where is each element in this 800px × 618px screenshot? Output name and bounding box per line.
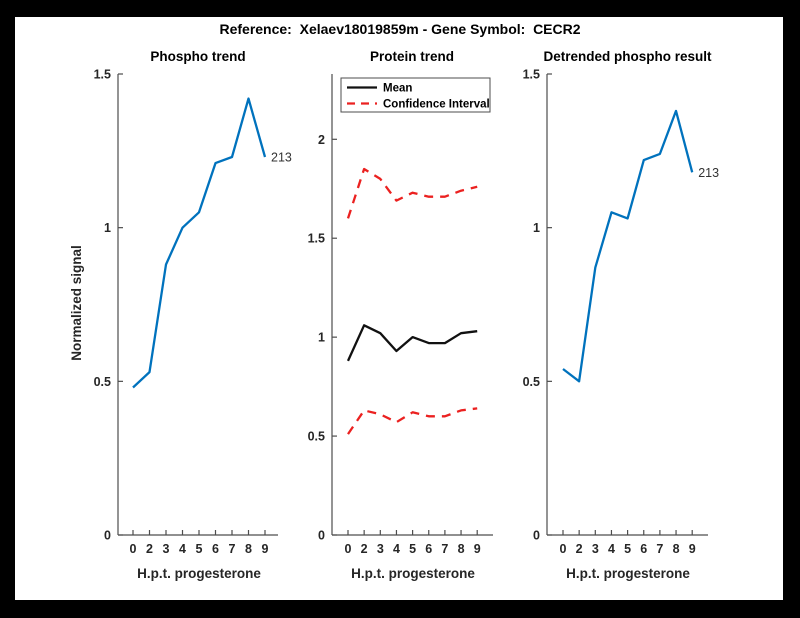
subplot-title-detrended-phospho: Detrended phospho result: [543, 49, 712, 64]
x-tick-label: 9: [262, 542, 269, 556]
series-line-confidence-interval-upper: [346, 167, 478, 219]
subplot-title-phospho-trend: Phospho trend: [150, 49, 246, 64]
y-tick-label: 0: [318, 529, 325, 543]
x-tick-label: 8: [245, 542, 252, 556]
x-tick-label: 2: [576, 542, 583, 556]
series-line-phospho-signal: [132, 97, 267, 389]
figure-title: Reference: Xelaev18019859m - Gene Symbol…: [219, 21, 581, 37]
series-line-detrended-phospho-signal: [562, 109, 694, 383]
y-tick-label: 0.5: [308, 430, 325, 444]
x-tick-label: 2: [361, 542, 368, 556]
series-end-label: 213: [271, 150, 292, 164]
x-tick-label: 8: [458, 542, 465, 556]
x-tick-label: 9: [474, 542, 481, 556]
x-tick-label: 0: [560, 542, 567, 556]
x-tick-label: 3: [592, 542, 599, 556]
x-tick-label: 3: [377, 542, 384, 556]
y-tick-label: 1: [104, 221, 111, 235]
x-axis-label-phospho: H.p.t. progesterone: [137, 566, 261, 581]
x-axis-label-detrended: H.p.t. progesterone: [566, 566, 690, 581]
x-tick-label: 6: [212, 542, 219, 556]
x-tick-label: 9: [689, 542, 696, 556]
x-tick-label: 3: [163, 542, 170, 556]
legend-label: Confidence Interval: [383, 99, 490, 111]
x-tick-label: 2: [146, 542, 153, 556]
x-tick-label: 8: [673, 542, 680, 556]
x-tick-label: 7: [229, 542, 236, 556]
y-tick-label: 1: [318, 331, 325, 345]
x-tick-label: 4: [608, 542, 615, 556]
x-tick-label: 7: [656, 542, 663, 556]
y-tick-label: 2: [318, 133, 325, 147]
x-tick-label: 4: [179, 542, 186, 556]
legend-label: Mean: [383, 83, 412, 95]
y-tick-label: 0.5: [523, 375, 540, 389]
y-tick-label: 1.5: [94, 68, 111, 82]
y-axis-label-normalized-signal: Normalized signal: [69, 245, 84, 361]
y-tick-label: 0: [533, 529, 540, 543]
series-line-confidence-interval-lower: [347, 407, 478, 435]
subplot-title-protein-trend: Protein trend: [369, 49, 454, 64]
x-tick-label: 6: [425, 542, 432, 556]
y-tick-label: 0: [104, 529, 111, 543]
y-tick-label: 1.5: [523, 68, 540, 82]
series-line-mean: [346, 324, 478, 362]
y-tick-label: 1: [533, 221, 540, 235]
x-tick-label: 6: [640, 542, 647, 556]
x-tick-label: 7: [441, 542, 448, 556]
y-tick-label: 1.5: [308, 232, 325, 246]
series-end-label: 213: [698, 166, 719, 180]
x-axis-label-protein: H.p.t. progesterone: [351, 566, 475, 581]
x-tick-label: 5: [196, 542, 203, 556]
legend-box: [340, 77, 491, 113]
figure-canvas: [15, 17, 783, 600]
x-tick-label: 0: [130, 542, 137, 556]
x-tick-label: 5: [624, 542, 631, 556]
y-tick-label: 0.5: [94, 375, 111, 389]
x-tick-label: 0: [345, 542, 352, 556]
x-tick-label: 5: [409, 542, 416, 556]
x-tick-label: 4: [393, 542, 400, 556]
